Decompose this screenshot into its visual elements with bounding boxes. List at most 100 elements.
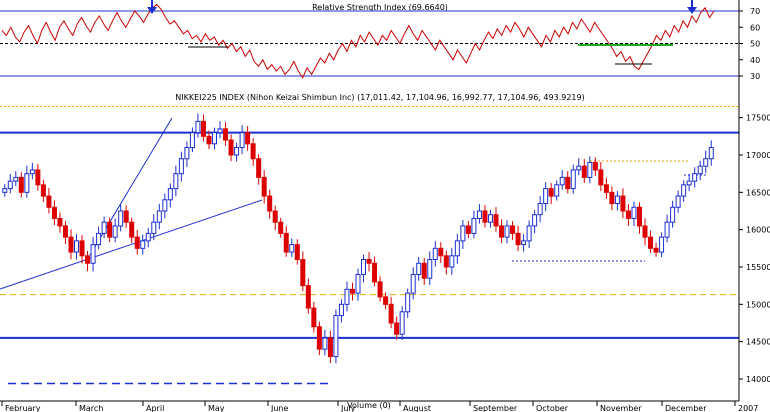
candle-124 [686,173,692,191]
candle-59 [327,330,333,364]
candle-127 [703,150,709,173]
rsi-series-line [1,3,715,79]
candle-90 [499,219,505,244]
candle-41 [228,134,234,162]
candle-69 [383,292,389,310]
candles [2,113,714,364]
candle-51 [283,226,289,257]
candle-34 [189,127,195,153]
price-tick-label-1: 14500 [746,338,770,347]
candle-31 [173,165,179,197]
x-label-3: May [208,404,225,412]
candle-128 [708,140,714,166]
candle-126 [697,160,703,181]
candle-13 [74,234,80,260]
candle-120 [664,214,670,243]
candle-4 [24,165,30,198]
x-label-11: 2007 [738,404,758,412]
candle-54 [300,251,306,292]
candle-20 [112,218,118,243]
price-levels [0,105,739,385]
candle-67 [372,256,378,287]
candle-77 [427,251,433,285]
candle-122 [675,190,681,213]
candle-111 [614,191,620,211]
candle-117 [648,230,654,253]
volume-label: Volume (0) [347,401,391,410]
candle-21 [118,204,124,232]
candle-82 [454,233,460,264]
candle-100 [554,180,560,201]
candle-86 [476,204,482,224]
x-label-9: November [600,404,642,412]
candle-17 [96,226,102,250]
candle-52 [289,238,295,257]
candle-119 [659,232,665,258]
x-label-1: March [79,404,103,412]
candle-103 [570,164,576,194]
candle-73 [405,288,411,318]
candle-8 [46,188,52,214]
candle-79 [438,242,444,264]
candle-104 [576,158,582,176]
candle-29 [162,193,168,219]
candle-96 [532,210,538,234]
candle-75 [416,256,422,281]
candle-78 [432,241,438,267]
arrow-down-icon-2 [687,0,697,14]
candle-45 [250,138,256,166]
candle-55 [305,278,311,314]
candle-63 [349,282,355,301]
candle-15 [85,250,91,272]
rsi-tick-label-0: 30 [750,72,760,81]
x-label-0: February [5,404,41,412]
x-axis: February March April May June July August Septe… [0,400,758,412]
rsi-tick-label-2: 50 [750,40,760,49]
price-panel: NIKKEI225 INDEX (Nihon Keizai Shimbun In… [0,93,770,410]
candle-48 [267,189,273,219]
candle-46 [256,154,262,185]
candle-114 [631,201,637,227]
candle-70 [388,296,394,329]
candle-84 [465,220,471,239]
candle-22 [123,205,129,228]
candle-26 [145,228,151,248]
candle-74 [410,267,416,300]
candle-116 [642,218,648,246]
candle-58 [322,330,328,356]
rsi-y-axis: 30 40 50 60 70 [739,7,760,81]
candle-49 [272,205,278,231]
candle-14 [79,235,85,264]
candle-102 [565,171,571,194]
candle-37 [206,130,212,150]
price-tick-label-4: 16000 [746,226,770,235]
candle-10 [57,212,63,233]
candle-98 [543,182,549,212]
price-tick-label-0: 14000 [746,375,770,384]
rsi-tick-label-1: 40 [750,56,760,65]
candle-68 [377,276,383,302]
candle-9 [51,200,57,225]
candle-25 [140,234,146,255]
candle-121 [670,200,676,228]
candle-71 [394,316,400,340]
candle-109 [603,177,609,199]
candle-42 [234,142,240,162]
candle-0 [2,184,8,197]
candle-97 [537,196,543,223]
candle-35 [195,113,201,138]
candle-87 [482,205,488,228]
candle-106 [587,156,593,184]
candle-2 [13,171,19,187]
candle-65 [361,254,367,283]
candle-61 [338,299,344,323]
candle-64 [355,268,361,301]
price-y-axis: 14000 14500 15000 15500 16000 16500 17000 17500 [739,114,770,384]
candle-5 [29,162,35,180]
candle-40 [223,122,229,147]
candle-76 [421,257,427,285]
candle-108 [598,162,604,192]
candle-11 [62,220,68,245]
candle-18 [101,216,107,239]
